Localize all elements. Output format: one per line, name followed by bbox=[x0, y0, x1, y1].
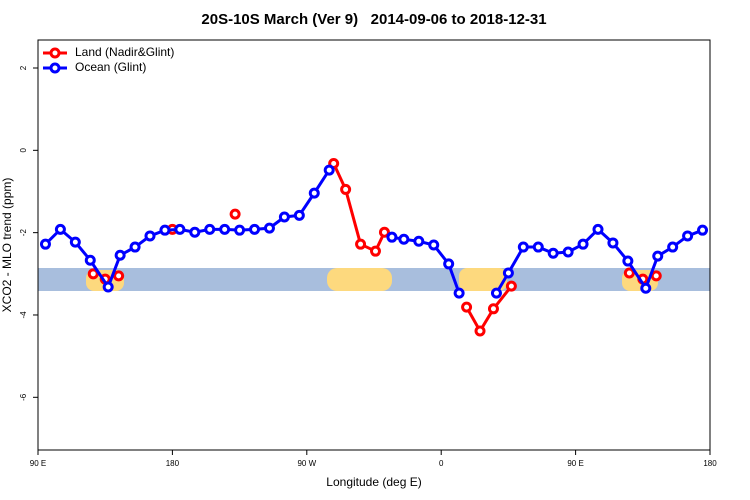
data-point bbox=[54, 223, 66, 235]
data-point bbox=[667, 241, 679, 253]
data-point bbox=[378, 226, 390, 238]
surface-strip bbox=[38, 268, 710, 291]
data-point bbox=[204, 223, 216, 235]
y-tick-label: -6 bbox=[19, 393, 28, 401]
data-point bbox=[505, 280, 517, 292]
x-tick-label: 0 bbox=[439, 459, 444, 468]
x-tick-label: 90 E bbox=[567, 459, 583, 468]
data-point bbox=[39, 238, 51, 250]
data-point bbox=[249, 223, 261, 235]
data-point bbox=[517, 241, 529, 253]
data-point bbox=[263, 222, 275, 234]
data-point bbox=[144, 230, 156, 242]
data-point bbox=[219, 223, 231, 235]
data-point bbox=[398, 233, 410, 245]
data-point bbox=[453, 287, 465, 299]
y-tick-label: -2 bbox=[19, 229, 28, 237]
data-point bbox=[84, 254, 96, 266]
data-point bbox=[355, 238, 367, 250]
data-point bbox=[697, 224, 709, 236]
data-point bbox=[114, 249, 126, 261]
data-point bbox=[369, 245, 381, 257]
legend-label: Ocean (Glint) bbox=[75, 60, 146, 74]
legend-label: Land (Nadir&Glint) bbox=[75, 45, 174, 59]
data-point bbox=[413, 235, 425, 247]
data-point bbox=[650, 270, 662, 282]
data-point bbox=[87, 268, 99, 280]
data-point bbox=[562, 246, 574, 258]
data-point bbox=[428, 239, 440, 251]
x-tick-label: 180 bbox=[166, 459, 180, 468]
legend-marker bbox=[49, 47, 61, 59]
legend-marker bbox=[49, 62, 61, 74]
data-point bbox=[592, 223, 604, 235]
data-point bbox=[577, 238, 589, 250]
data-point bbox=[502, 267, 514, 279]
data-point bbox=[278, 211, 290, 223]
data-point bbox=[682, 230, 694, 242]
data-point bbox=[102, 281, 114, 293]
data-point bbox=[652, 250, 664, 262]
y-tick-label: -4 bbox=[19, 311, 28, 319]
data-point bbox=[547, 247, 559, 259]
data-point bbox=[113, 270, 125, 282]
y-tick-label: 2 bbox=[19, 65, 28, 70]
plot-frame bbox=[37, 39, 711, 451]
data-point bbox=[623, 267, 635, 279]
x-tick-label: 180 bbox=[703, 459, 717, 468]
y-tick-label: 0 bbox=[19, 148, 28, 153]
data-point bbox=[622, 255, 634, 267]
data-point bbox=[607, 237, 619, 249]
data-point bbox=[308, 187, 320, 199]
y-axis-label: XCO2 - MLO trend (ppm) bbox=[0, 178, 14, 313]
data-point bbox=[532, 241, 544, 253]
data-point bbox=[229, 208, 241, 220]
data-point bbox=[386, 231, 398, 243]
data-point bbox=[293, 209, 305, 221]
data-point bbox=[461, 301, 473, 313]
data-point bbox=[443, 258, 455, 270]
data-point bbox=[159, 224, 171, 236]
data-point bbox=[490, 287, 502, 299]
data-point bbox=[174, 223, 186, 235]
x-axis-label: Longitude (deg E) bbox=[326, 475, 421, 489]
data-point bbox=[189, 226, 201, 238]
data-point bbox=[69, 236, 81, 248]
x-tick-label: 90 W bbox=[297, 459, 316, 468]
data-point bbox=[474, 325, 486, 337]
data-point bbox=[340, 183, 352, 195]
data-point bbox=[487, 303, 499, 315]
data-point bbox=[640, 282, 652, 294]
data-point bbox=[129, 241, 141, 253]
data-point bbox=[323, 164, 335, 176]
chart-title: 20S-10S March (Ver 9) 2014-09-06 to 2018… bbox=[201, 11, 546, 28]
data-point bbox=[234, 224, 246, 236]
x-tick-label: 90 E bbox=[30, 459, 46, 468]
